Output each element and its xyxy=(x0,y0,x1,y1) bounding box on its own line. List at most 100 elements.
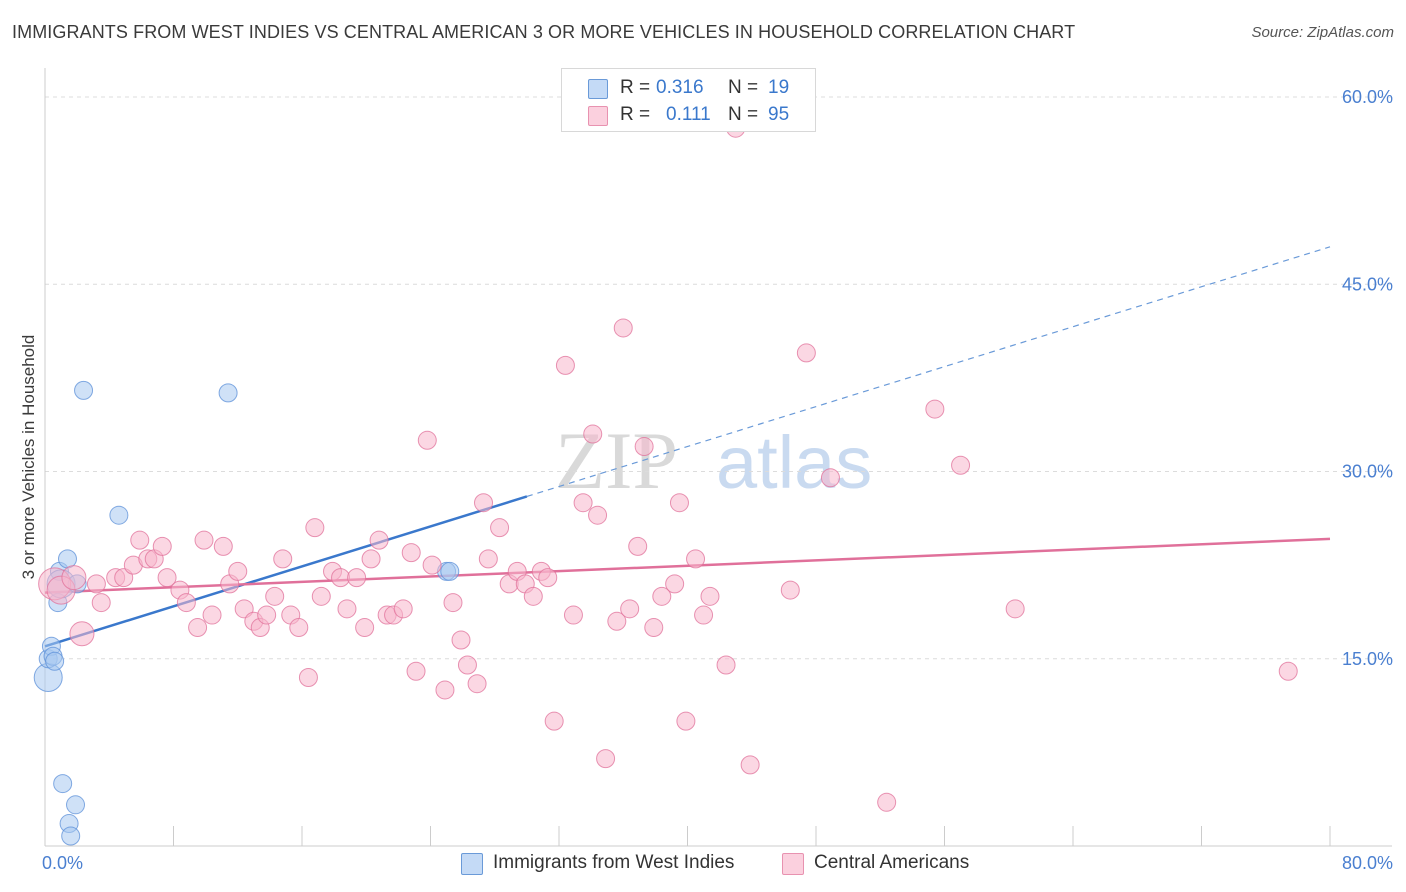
point-central-americans xyxy=(669,493,689,513)
point-central-americans xyxy=(435,680,455,700)
point-central-americans xyxy=(422,555,442,575)
point-central-americans xyxy=(194,530,214,550)
point-central-americans xyxy=(188,618,208,638)
bottom-legend-label: Immigrants from West Indies xyxy=(493,852,735,873)
point-central-americans xyxy=(130,530,150,550)
point-central-americans xyxy=(780,580,800,600)
point-central-americans xyxy=(1278,661,1298,681)
point-central-americans xyxy=(613,318,633,338)
point-central-americans xyxy=(228,561,248,581)
point-central-americans xyxy=(796,343,816,363)
bottom-legend-swatch-pink xyxy=(782,853,804,875)
trend-line-west-indies-extension xyxy=(526,246,1331,498)
trend-lines xyxy=(44,246,1331,648)
point-central-americans xyxy=(361,549,381,569)
tick-labels: 15.0% 30.0% 45.0% 60.0% 0.0% 80.0% xyxy=(42,87,1393,873)
point-central-americans xyxy=(91,593,111,613)
point-central-americans xyxy=(337,599,357,619)
point-central-americans xyxy=(544,711,564,731)
legend-n-label: N = xyxy=(728,77,759,98)
point-central-americans xyxy=(644,618,664,638)
point-central-americans xyxy=(740,755,760,775)
point-central-americans xyxy=(596,749,616,769)
point-central-americans xyxy=(69,621,95,647)
point-central-americans xyxy=(347,568,367,588)
point-central-americans xyxy=(716,655,736,675)
point-west-indies xyxy=(74,380,94,400)
point-central-americans xyxy=(355,618,375,638)
point-central-americans xyxy=(951,455,971,475)
point-central-americans xyxy=(588,505,608,525)
point-central-americans xyxy=(157,568,177,588)
legend-swatch-blue xyxy=(588,79,608,99)
point-central-americans xyxy=(467,674,487,694)
point-west-indies xyxy=(61,826,81,846)
point-central-americans xyxy=(634,437,654,457)
trend-line-central-americans xyxy=(44,537,1331,594)
point-central-americans xyxy=(700,586,720,606)
chart-title: IMMIGRANTS FROM WEST INDIES VS CENTRAL A… xyxy=(12,22,1076,42)
point-central-americans xyxy=(686,549,706,569)
point-central-americans xyxy=(820,468,840,488)
y-tick-label: 15.0% xyxy=(1342,649,1393,669)
bottom-legend-label: Central Americans xyxy=(814,852,970,873)
legend-r-label: R = xyxy=(620,77,651,98)
point-central-americans xyxy=(265,586,285,606)
point-central-americans xyxy=(665,574,685,594)
point-central-americans xyxy=(628,536,648,556)
point-west-indies xyxy=(45,651,65,671)
point-central-americans xyxy=(305,518,325,538)
data-points xyxy=(33,118,1298,846)
point-west-indies xyxy=(53,774,73,794)
point-west-indies xyxy=(66,795,86,815)
point-central-americans xyxy=(877,792,897,812)
point-central-americans xyxy=(474,493,494,513)
point-central-americans xyxy=(213,536,233,556)
point-central-americans xyxy=(298,667,318,687)
point-central-americans xyxy=(676,711,696,731)
point-central-americans xyxy=(443,593,463,613)
point-central-americans xyxy=(652,586,672,606)
point-central-americans xyxy=(538,568,558,588)
point-central-americans xyxy=(152,536,172,556)
legend-n-label: N = xyxy=(728,104,759,125)
point-central-americans xyxy=(457,655,477,675)
legend-r-value: 0.111 xyxy=(666,104,711,125)
point-central-americans xyxy=(86,574,106,594)
x-tick-label: 80.0% xyxy=(1342,853,1393,873)
watermark: ZIP atlas xyxy=(555,415,872,506)
point-central-americans xyxy=(583,424,603,444)
gridlines xyxy=(45,96,1392,660)
y-tick-label: 45.0% xyxy=(1342,274,1393,294)
point-west-indies xyxy=(109,505,129,525)
legend-n-value: 95 xyxy=(768,104,790,125)
point-central-americans xyxy=(202,605,222,625)
point-central-americans xyxy=(331,568,351,588)
x-tick-label: 0.0% xyxy=(42,853,83,873)
point-central-americans xyxy=(573,493,593,513)
point-central-americans xyxy=(401,543,421,563)
chart-source: Source: ZipAtlas.com xyxy=(1251,24,1394,41)
y-tick-label: 60.0% xyxy=(1342,87,1393,107)
axes xyxy=(44,68,1392,847)
point-central-americans xyxy=(555,355,575,375)
point-central-americans xyxy=(563,605,583,625)
point-central-americans xyxy=(607,611,627,631)
point-central-americans xyxy=(311,586,331,606)
legend-r-label: R = xyxy=(620,104,651,125)
watermark-zip: ZIP xyxy=(555,415,678,506)
point-central-americans xyxy=(694,605,714,625)
point-central-americans xyxy=(620,599,640,619)
legend-swatch-pink xyxy=(588,106,608,126)
point-west-indies xyxy=(440,561,460,581)
legend-r-value: 0.316 xyxy=(656,77,704,98)
point-central-americans xyxy=(478,549,498,569)
point-central-americans xyxy=(176,593,196,613)
point-central-americans xyxy=(289,618,309,638)
point-central-americans xyxy=(490,518,510,538)
point-central-americans xyxy=(451,630,471,650)
watermark-atlas: atlas xyxy=(716,421,872,504)
point-central-americans xyxy=(1005,599,1025,619)
trend-line-west-indies xyxy=(44,495,528,648)
